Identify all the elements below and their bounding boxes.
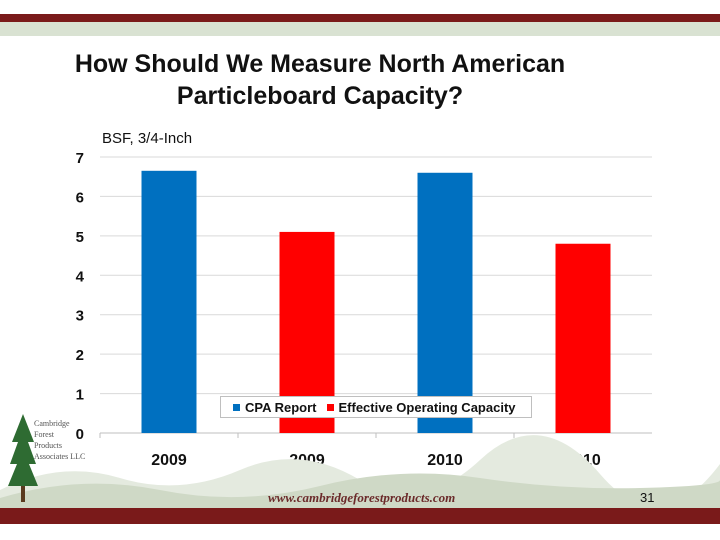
chart-legend: CPA Report Effective Operating Capacity (220, 396, 532, 418)
y-tick-label-0: 0 (76, 426, 84, 443)
y-tick-label-6: 6 (76, 189, 84, 206)
y-tick-label-7: 7 (76, 150, 84, 167)
legend-label-effective: Effective Operating Capacity (338, 399, 516, 415)
top-accent-bar (0, 14, 720, 22)
y-tick-label-1: 1 (76, 387, 84, 404)
bar-2010-effective (555, 243, 611, 433)
title-line-2: Particleboard Capacity? (176, 82, 464, 110)
title-line-1: How Should We Measure North American (74, 50, 566, 78)
legend-item-effective: Effective Operating Capacity (326, 399, 516, 415)
legend-label-cpa: CPA Report (245, 399, 317, 415)
legend-swatch-cpa (233, 403, 240, 411)
y-tick-label-2: 2 (76, 347, 84, 364)
y-tick-label-4: 4 (76, 268, 85, 285)
logo-line-1: Cambridge (34, 419, 70, 428)
top-band (0, 22, 720, 36)
logo-line-4: Associates LLC (34, 452, 86, 461)
legend-swatch-effective (326, 403, 334, 411)
bar-2009-cpa (141, 170, 197, 434)
y-tick-label-3: 3 (76, 308, 84, 325)
website-url: www.cambridgeforestproducts.com (268, 490, 456, 505)
x-tick-label-2: 2010 (427, 452, 463, 469)
page-number: 31 (640, 490, 655, 505)
logo-line-3: Products (34, 441, 62, 450)
tree-logo-icon (8, 414, 38, 502)
logo-line-2: Forest (34, 430, 54, 439)
company-logo-text: Cambridge Forest Products Associates LLC (34, 418, 85, 462)
y-tick-label-5: 5 (76, 229, 84, 246)
slide-title: How Should We Measure North American Par… (40, 48, 600, 112)
decorative-hills (0, 435, 720, 508)
bar-2010-cpa (417, 172, 473, 433)
legend-item-cpa: CPA Report (233, 400, 317, 415)
bottom-accent-bar (0, 508, 720, 524)
x-tick-label-0: 2009 (151, 452, 187, 469)
y-axis-unit-label: BSF, 3/4-Inch (102, 130, 193, 147)
